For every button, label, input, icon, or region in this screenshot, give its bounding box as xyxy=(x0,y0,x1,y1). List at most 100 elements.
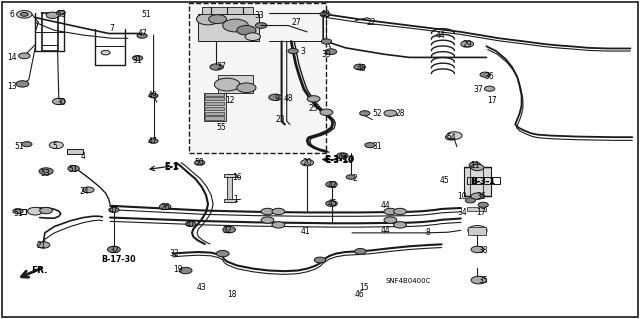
Circle shape xyxy=(465,198,476,203)
Bar xyxy=(205,112,224,115)
Text: 32: 32 xyxy=(169,249,179,258)
Text: 22: 22 xyxy=(367,18,376,27)
Circle shape xyxy=(272,208,285,215)
Text: 37: 37 xyxy=(216,63,226,71)
Text: 44: 44 xyxy=(380,201,390,210)
Circle shape xyxy=(321,39,332,44)
Text: 53: 53 xyxy=(56,10,66,19)
Text: 48: 48 xyxy=(283,94,293,103)
Bar xyxy=(467,207,486,211)
Text: 26: 26 xyxy=(160,203,170,212)
Text: 31: 31 xyxy=(372,142,383,151)
Circle shape xyxy=(261,208,274,215)
Circle shape xyxy=(37,242,50,248)
Circle shape xyxy=(196,13,220,25)
Text: 31: 31 xyxy=(132,56,143,65)
Circle shape xyxy=(301,160,314,166)
Circle shape xyxy=(394,208,406,215)
Text: 54: 54 xyxy=(446,133,456,142)
Circle shape xyxy=(326,201,337,206)
Text: 46: 46 xyxy=(355,290,365,299)
Text: 27: 27 xyxy=(291,18,301,27)
Text: 51: 51 xyxy=(14,142,24,151)
Circle shape xyxy=(471,276,486,284)
Text: 32: 32 xyxy=(109,246,119,255)
Circle shape xyxy=(159,204,171,210)
Text: 37: 37 xyxy=(474,85,484,94)
Bar xyxy=(205,97,224,100)
Circle shape xyxy=(384,208,397,215)
Text: 14: 14 xyxy=(6,53,17,62)
Text: E-3-10: E-3-10 xyxy=(325,156,353,165)
Text: 39: 39 xyxy=(321,50,332,59)
Circle shape xyxy=(471,164,484,171)
Bar xyxy=(205,116,224,120)
Bar xyxy=(218,75,253,93)
Text: 48: 48 xyxy=(320,10,330,19)
Text: 6: 6 xyxy=(9,10,14,19)
Bar xyxy=(468,227,486,235)
Text: 44: 44 xyxy=(435,31,445,40)
Circle shape xyxy=(237,83,256,93)
Circle shape xyxy=(149,93,158,98)
Text: 51: 51 xyxy=(68,165,79,174)
Text: 47: 47 xyxy=(109,206,119,215)
Text: 12: 12 xyxy=(226,96,235,105)
Circle shape xyxy=(471,193,484,199)
Text: E-1: E-1 xyxy=(164,162,179,171)
Text: 49: 49 xyxy=(147,91,157,100)
Circle shape xyxy=(186,221,196,226)
Circle shape xyxy=(346,175,355,179)
Text: 45: 45 xyxy=(440,176,450,185)
Text: B-3-1: B-3-1 xyxy=(470,177,496,186)
Text: B-3-1: B-3-1 xyxy=(472,177,495,186)
Circle shape xyxy=(109,207,119,212)
Circle shape xyxy=(40,207,52,214)
Circle shape xyxy=(237,26,256,35)
Circle shape xyxy=(195,160,205,165)
Circle shape xyxy=(83,187,94,193)
Text: 42: 42 xyxy=(328,181,338,189)
Text: 34: 34 xyxy=(457,208,467,217)
Text: 50: 50 xyxy=(195,158,205,167)
Text: 18: 18 xyxy=(227,290,236,299)
Text: 35: 35 xyxy=(478,276,488,285)
Bar xyxy=(189,3,326,153)
Circle shape xyxy=(445,134,457,140)
Text: 29: 29 xyxy=(462,40,472,49)
Text: 52: 52 xyxy=(372,109,383,118)
Circle shape xyxy=(360,111,370,116)
Text: E-1: E-1 xyxy=(164,163,179,172)
Circle shape xyxy=(68,166,79,171)
Circle shape xyxy=(394,222,406,228)
Circle shape xyxy=(17,11,32,18)
Bar xyxy=(67,149,83,154)
Text: 40: 40 xyxy=(337,153,348,162)
Circle shape xyxy=(320,109,333,115)
Circle shape xyxy=(209,15,227,24)
Text: 38: 38 xyxy=(478,246,488,255)
Circle shape xyxy=(269,94,282,100)
Text: 47: 47 xyxy=(147,137,157,146)
Text: 41: 41 xyxy=(301,227,311,236)
Circle shape xyxy=(471,246,484,253)
Text: FR.: FR. xyxy=(31,266,48,275)
Text: 43: 43 xyxy=(196,283,207,292)
Text: 48: 48 xyxy=(356,64,367,73)
Circle shape xyxy=(255,23,267,28)
Text: 3: 3 xyxy=(300,47,305,56)
Circle shape xyxy=(469,162,481,168)
Circle shape xyxy=(223,226,236,233)
Circle shape xyxy=(245,33,260,41)
Circle shape xyxy=(223,19,248,32)
Text: 19: 19 xyxy=(173,265,183,274)
Circle shape xyxy=(384,217,397,223)
Text: 16: 16 xyxy=(232,173,242,182)
Circle shape xyxy=(272,222,285,228)
Circle shape xyxy=(52,98,65,105)
Circle shape xyxy=(337,153,348,159)
Text: 44: 44 xyxy=(380,226,390,235)
Circle shape xyxy=(216,250,229,257)
Text: 4: 4 xyxy=(81,152,86,161)
Circle shape xyxy=(288,48,298,54)
